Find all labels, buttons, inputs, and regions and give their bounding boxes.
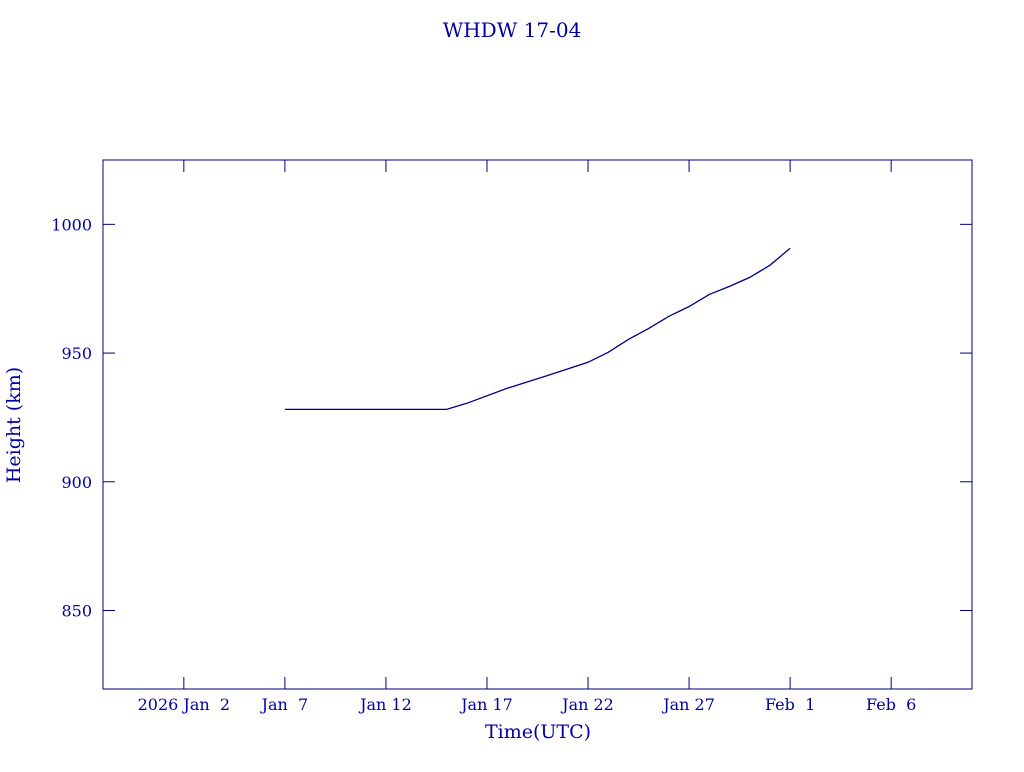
y-tick-label: 900 (61, 473, 92, 492)
x-tick-label: Jan 27 (661, 695, 715, 714)
y-axis-label: Height (km) (3, 367, 25, 483)
chart-title: WHDW 17-04 (443, 18, 582, 42)
x-tick-label: 2026 Jan 2 (138, 695, 230, 714)
x-tick-label: Jan 17 (459, 695, 513, 714)
y-tick-label: 1000 (51, 215, 92, 234)
x-tick-label: Jan 22 (560, 695, 614, 714)
x-tick-label: Feb 1 (765, 695, 815, 714)
x-axis-label: Time(UTC) (485, 721, 591, 743)
plot-frame (102, 159, 973, 690)
y-tick-label: 850 (61, 601, 92, 620)
x-tick-label: Jan 12 (358, 695, 412, 714)
data-line (284, 247, 791, 411)
x-tick-label: Feb 6 (866, 695, 916, 714)
y-tick-label: 950 (61, 344, 92, 363)
x-tick-label: Jan 7 (260, 695, 309, 714)
